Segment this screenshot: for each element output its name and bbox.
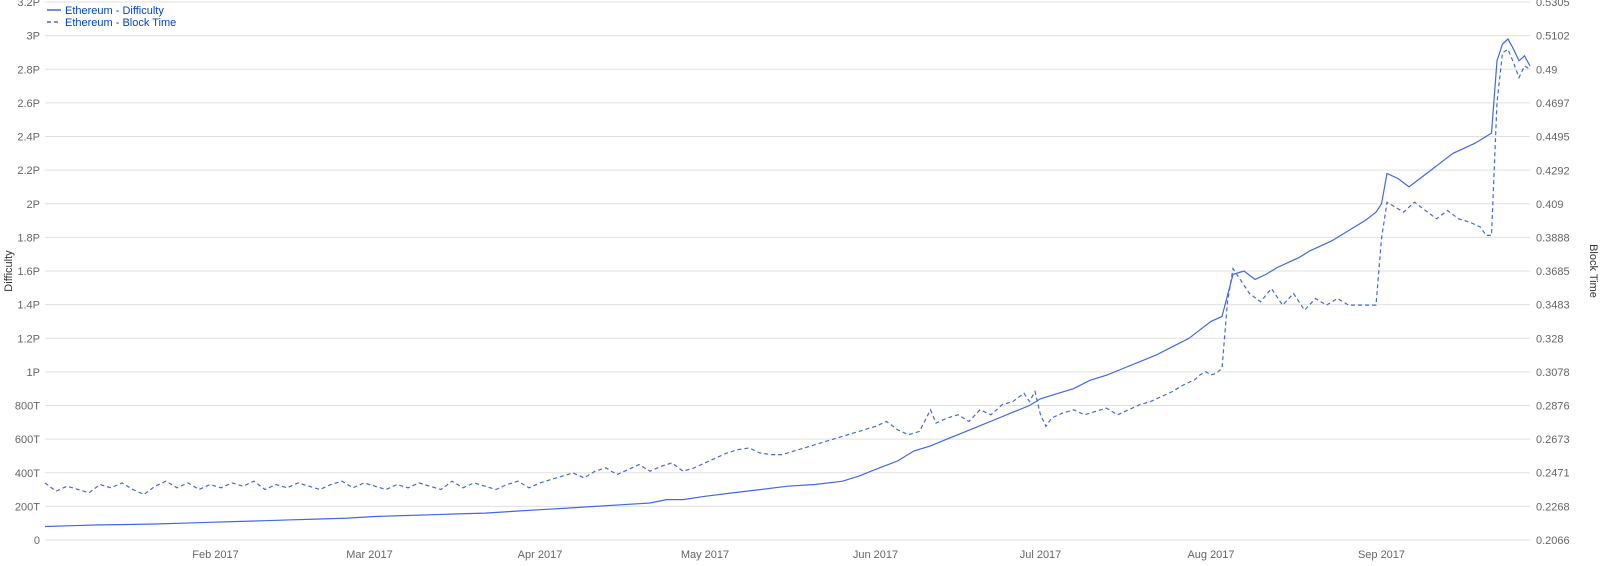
x-tick-label: Jun 2017: [853, 549, 898, 561]
y-right-tick-label: 0.2268: [1536, 501, 1570, 513]
x-tick-label: Jul 2017: [1020, 549, 1062, 561]
y-left-tick-label: 2.6P: [17, 98, 40, 110]
x-tick-label: Mar 2017: [346, 549, 392, 561]
y-right-tick-label: 0.5102: [1536, 31, 1570, 43]
x-tick-label: Apr 2017: [518, 549, 563, 561]
y-left-tick-label: 1.2P: [17, 333, 40, 345]
y-left-tick-label: 200T: [15, 501, 40, 513]
y-left-tick-label: 1.8P: [17, 232, 40, 244]
legend-label: Ethereum - Difficulty: [65, 5, 164, 17]
y-left-tick-label: 2P: [27, 199, 40, 211]
y-right-tick-label: 0.2876: [1536, 400, 1570, 412]
y-right-tick-label: 0.4697: [1536, 98, 1570, 110]
y-right-tick-label: 0.5305: [1536, 0, 1570, 9]
x-tick-label: May 2017: [681, 549, 729, 561]
y-right-tick-label: 0.4292: [1536, 165, 1570, 177]
x-tick-label: Feb 2017: [192, 549, 238, 561]
y-left-tick-label: 2.4P: [17, 132, 40, 144]
y-left-tick-label: 2.8P: [17, 64, 40, 76]
y-left-tick-label: 1.4P: [17, 300, 40, 312]
y-left-tick-label: 0: [34, 535, 40, 547]
y-right-tick-label: 0.3888: [1536, 232, 1570, 244]
y-right-tick-label: 0.409: [1536, 199, 1564, 211]
y-right-tick-label: 0.3078: [1536, 367, 1570, 379]
y-right-tick-label: 0.3685: [1536, 266, 1570, 278]
y-left-tick-label: 600T: [15, 434, 40, 446]
legend: Ethereum - DifficultyEthereum - Block Ti…: [47, 5, 176, 29]
y-right-tick-label: 0.2673: [1536, 434, 1570, 446]
chart-svg: 0 200T 400T 600T 800T 1P 1.2P 1.4P 1.6P 1.8P 2P 2.2…: [0, 0, 1600, 566]
x-tick-label: Sep 2017: [1358, 549, 1405, 561]
x-tick-label: Aug 2017: [1187, 549, 1234, 561]
y-right-tick-label: 0.328: [1536, 333, 1564, 345]
y-left-tick-label: 1P: [27, 367, 40, 379]
y-left-tick-label: 3P: [27, 31, 40, 43]
y-left-title: Difficulty: [3, 250, 15, 292]
y-left-tick-label: 3.2P: [17, 0, 40, 9]
y-left-tick-label: 2.2P: [17, 165, 40, 177]
chart-container: 0 200T 400T 600T 800T 1P 1.2P 1.4P 1.6P 1.8P 2P 2.2…: [0, 0, 1600, 566]
y-right-tick-label: 0.2066: [1536, 535, 1570, 547]
series-ethereum-block-time: [45, 49, 1530, 494]
y-right-tick-label: 0.3483: [1536, 300, 1570, 312]
y-right-tick-label: 0.4495: [1536, 132, 1570, 144]
legend-label: Ethereum - Block Time: [65, 17, 176, 29]
y-left-tick-label: 400T: [15, 468, 40, 480]
y-left-tick-label: 800T: [15, 401, 40, 413]
y-right-title: Block Time: [1587, 244, 1599, 298]
y-right-tick-label: 0.49: [1536, 64, 1557, 76]
y-right-tick-label: 0.2471: [1536, 468, 1570, 480]
y-left-tick-label: 1.6P: [17, 266, 40, 278]
